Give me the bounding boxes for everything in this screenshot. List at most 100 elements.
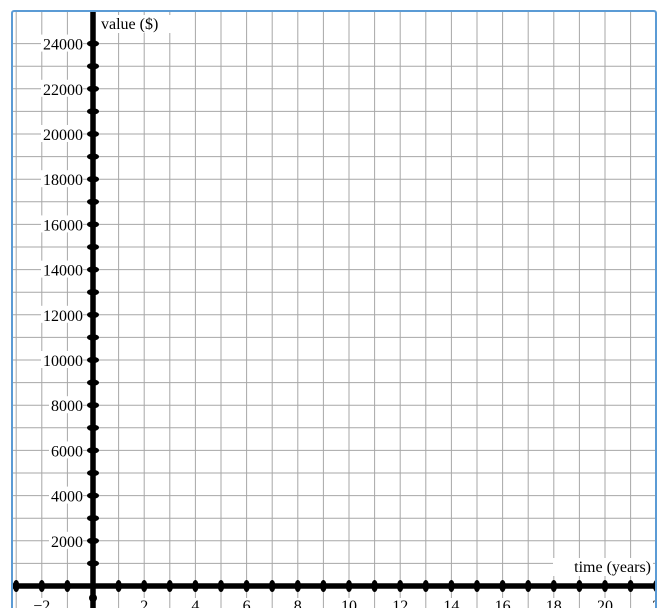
x-axis-tick-mark — [422, 580, 429, 592]
x-axis-tick-mark — [192, 580, 199, 592]
x-tick-label-background — [391, 598, 410, 608]
y-tick-label: 18000 — [43, 172, 83, 189]
x-tick-label: 2 — [140, 598, 148, 608]
x-tick-label-background — [139, 598, 150, 608]
y-axis-tick-mark — [87, 85, 99, 93]
y-tick-label-background — [41, 34, 83, 52]
y-tick-label-background — [41, 351, 83, 368]
x-tick-label-background — [292, 598, 303, 608]
y-tick-label-group: 20000 — [41, 125, 83, 144]
x-axis-tick-mark — [525, 580, 532, 592]
x-axis-tick-mark — [473, 580, 481, 592]
y-tick-label-group: 8000 — [49, 396, 83, 415]
y-tick-label: 24000 — [43, 37, 83, 54]
y-axis-tick-mark — [87, 266, 99, 273]
y-tick-label: 6000 — [51, 443, 83, 460]
y-tick-label-background — [41, 79, 83, 97]
y-axis-tick-mark — [87, 221, 99, 228]
y-axis-label-background — [99, 15, 183, 33]
x-axis-tick-mark — [320, 580, 327, 592]
y-tick-label-background — [49, 441, 83, 459]
y-tick-label-group: 24000 — [41, 34, 83, 54]
coordinate-grid-chart: −2 2 4 6 8 10 12 14 16 18 20 22000 4000 6000 8000 10000… — [13, 12, 657, 608]
y-axis-tick-mark — [87, 424, 99, 431]
y-tick-label: 22000 — [43, 82, 83, 99]
x-tick-label: 18 — [546, 598, 562, 608]
y-axis-tick-mark — [87, 289, 99, 296]
y-axis-tick-mark — [87, 63, 99, 70]
y-axis-tick-mark — [87, 537, 99, 544]
y-tick-label-background — [41, 305, 83, 323]
y-tick-label-background — [41, 215, 83, 233]
x-tick-label: 14 — [443, 598, 459, 608]
y-axis-tick-mark — [87, 379, 99, 386]
origin-mark — [89, 594, 97, 602]
y-tick-label-group: 6000 — [49, 441, 83, 460]
y-axis-label: value ($) — [101, 16, 158, 33]
x-tick-label: 2 — [652, 598, 657, 608]
y-axis-tick-mark — [87, 176, 99, 183]
x-axis-tick-mark — [38, 580, 45, 592]
x-axis-tick-mark — [627, 580, 634, 592]
y-axis-tick-mark — [87, 130, 99, 138]
x-tick-label: 6 — [243, 598, 251, 608]
y-tick-label: 8000 — [51, 398, 83, 415]
x-axis-tick-mark — [115, 580, 122, 592]
x-axis-tick-mark — [217, 580, 225, 592]
x-axis-label: time (years) — [574, 559, 651, 576]
y-tick-label-background — [49, 531, 83, 549]
x-tick-label-background — [596, 598, 614, 608]
y-axis-tick-mark — [87, 108, 99, 115]
x-tick-label-background — [493, 598, 512, 608]
x-tick-label-group: 12 — [391, 598, 410, 608]
x-tick-label-background — [544, 598, 563, 608]
x-tick-label: 8 — [294, 598, 302, 608]
y-axis-label-group: value ($) — [99, 15, 183, 33]
x-tick-label-background — [340, 598, 358, 608]
y-tick-label: 14000 — [43, 263, 83, 280]
chart-title-strip — [0, 0, 663, 8]
x-axis-tick-mark — [243, 580, 250, 592]
y-tick-label-background — [41, 125, 83, 142]
x-tick-label-background — [651, 598, 655, 608]
x-axis-label-group: time (years) — [553, 558, 653, 576]
x-tick-label-group: 8 — [292, 598, 303, 608]
y-tick-label-group: 14000 — [41, 260, 83, 280]
x-tick-label: 4 — [191, 598, 199, 608]
y-tick-label-group: 4000 — [49, 486, 83, 506]
x-axis-tick-mark — [345, 580, 353, 592]
x-tick-label: 12 — [392, 598, 408, 608]
x-tick-label-group: 18 — [544, 598, 563, 608]
x-axis-tick-mark — [397, 580, 404, 592]
chart-frame: −2 2 4 6 8 10 12 14 16 18 20 22000 4000 6000 8000 10000… — [11, 10, 657, 608]
x-tick-label-group: 20 — [596, 598, 614, 608]
y-axis-tick-mark — [87, 311, 99, 318]
x-tick-label-group: 10 — [340, 598, 358, 608]
y-tick-label-group: 18000 — [41, 170, 83, 189]
y-axis-tick-mark — [87, 243, 99, 251]
x-tick-label-group: 2 — [651, 598, 657, 608]
x-tick-label-background — [241, 598, 252, 608]
y-tick-label: 20000 — [43, 127, 83, 144]
x-tick-label: −2 — [33, 598, 50, 608]
x-tick-label-group: 14 — [442, 598, 461, 608]
y-tick-label: 16000 — [43, 217, 83, 234]
x-axis-tick-mark — [371, 580, 378, 592]
x-tick-label-background — [32, 598, 51, 608]
y-tick-label-background — [49, 486, 83, 504]
x-axis-tick-mark — [269, 580, 276, 592]
x-tick-label-group: 6 — [241, 598, 252, 608]
x-axis-tick-mark — [499, 580, 506, 592]
y-tick-label-group: 12000 — [41, 305, 83, 325]
x-tick-label-background — [442, 598, 461, 608]
x-tick-label-group: 2 — [139, 598, 150, 608]
x-axis-label-background — [553, 558, 653, 576]
x-tick-label-group: −2 — [32, 598, 51, 608]
x-axis-tick-mark — [653, 580, 655, 592]
y-tick-label: 12000 — [43, 308, 83, 325]
x-axis-tick-mark — [13, 580, 20, 592]
y-tick-label-background — [41, 170, 83, 188]
x-tick-label: 16 — [495, 598, 511, 608]
y-axis-tick-mark — [87, 198, 99, 205]
y-tick-label: 10000 — [43, 353, 83, 370]
